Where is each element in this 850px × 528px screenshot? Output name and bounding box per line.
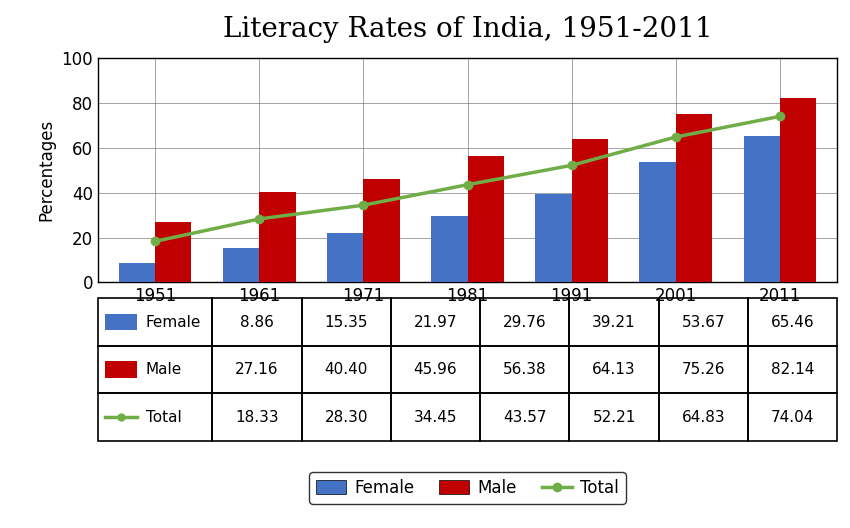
Bar: [327, 233, 363, 282]
Bar: [748, 298, 837, 346]
Bar: [105, 361, 137, 378]
Text: 28.30: 28.30: [325, 410, 368, 425]
Bar: [98, 393, 212, 441]
Y-axis label: Percentages: Percentages: [37, 119, 56, 221]
Bar: [98, 298, 212, 346]
Text: 82.14: 82.14: [771, 362, 814, 377]
Text: 65.46: 65.46: [771, 315, 814, 329]
Bar: [572, 138, 608, 282]
Bar: [431, 216, 468, 282]
Text: 18.33: 18.33: [235, 410, 279, 425]
Bar: [480, 298, 570, 346]
Bar: [223, 248, 259, 282]
Bar: [480, 393, 570, 441]
Legend: Female, Male, Total: Female, Male, Total: [309, 473, 626, 504]
Bar: [639, 162, 676, 282]
Bar: [391, 393, 480, 441]
Bar: [468, 156, 504, 282]
Bar: [391, 298, 480, 346]
Text: 52.21: 52.21: [592, 410, 636, 425]
Bar: [302, 346, 391, 393]
Bar: [105, 314, 137, 331]
Text: 21.97: 21.97: [414, 315, 457, 329]
Text: 27.16: 27.16: [235, 362, 279, 377]
Text: 56.38: 56.38: [503, 362, 547, 377]
Bar: [363, 180, 400, 282]
Bar: [570, 298, 659, 346]
Bar: [302, 393, 391, 441]
Bar: [659, 298, 748, 346]
Bar: [212, 298, 302, 346]
Text: 29.76: 29.76: [503, 315, 547, 329]
Text: Male: Male: [146, 362, 182, 377]
Bar: [302, 298, 391, 346]
Bar: [212, 346, 302, 393]
Text: 34.45: 34.45: [414, 410, 457, 425]
Text: 64.13: 64.13: [592, 362, 636, 377]
Bar: [212, 393, 302, 441]
Text: 39.21: 39.21: [592, 315, 636, 329]
Bar: [748, 393, 837, 441]
Text: 43.57: 43.57: [503, 410, 547, 425]
Bar: [570, 393, 659, 441]
Text: 45.96: 45.96: [414, 362, 457, 377]
Bar: [536, 194, 572, 282]
Text: Total: Total: [146, 410, 182, 425]
Text: Female: Female: [146, 315, 201, 329]
Text: 40.40: 40.40: [325, 362, 368, 377]
Bar: [676, 114, 712, 282]
Text: 8.86: 8.86: [240, 315, 274, 329]
Bar: [659, 393, 748, 441]
Bar: [744, 136, 780, 282]
Bar: [480, 346, 570, 393]
Text: Literacy Rates of India, 1951-2011: Literacy Rates of India, 1951-2011: [223, 15, 712, 43]
Bar: [780, 98, 816, 282]
Bar: [119, 262, 155, 282]
Text: 15.35: 15.35: [325, 315, 368, 329]
Bar: [659, 346, 748, 393]
Bar: [155, 222, 191, 282]
Bar: [570, 346, 659, 393]
Text: 64.83: 64.83: [682, 410, 725, 425]
Text: 74.04: 74.04: [771, 410, 814, 425]
Bar: [391, 346, 480, 393]
Bar: [748, 346, 837, 393]
Text: 53.67: 53.67: [682, 315, 725, 329]
Bar: [98, 346, 212, 393]
Bar: [259, 192, 296, 282]
Text: 75.26: 75.26: [682, 362, 725, 377]
